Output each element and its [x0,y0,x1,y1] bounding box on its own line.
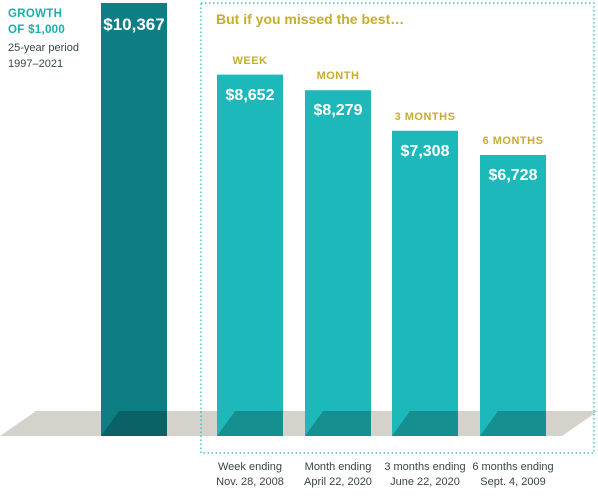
bar-value-label: $8,652 [225,86,275,104]
bar-period-label: Month ending April 22, 2020 [283,460,393,490]
bar-floor-shadow [101,411,167,436]
bar [480,154,546,436]
bar-category-label: WEEK [232,54,268,67]
bar-period-label-line1: Month ending [304,461,372,473]
missed-heading: But if you missed the best… [216,11,405,27]
side-title-line1: GROWTH [8,8,63,20]
missed-best-box-border [200,2,595,454]
bar-period-label-line2: June 22, 2020 [390,476,460,488]
bar-floor-shadow [392,411,458,436]
side-title: GROWTH OF $1,000 [8,6,100,38]
bar-period-label-line2: Sept. 4, 2009 [480,476,546,488]
bar-period-label: 3 months ending June 22, 2020 [370,460,480,490]
bar [101,3,167,436]
bar-period-label-line2: April 22, 2020 [304,476,372,488]
side-subtitle-line1: 25-year period [8,42,79,54]
bar-period-label-line1: 3 months ending [384,461,466,473]
bar [305,90,371,436]
bar-period-label-line1: 6 months ending [472,461,554,473]
bar-value-label: $8,279 [313,102,363,120]
bar-category-label: MONTH [316,70,360,83]
bar-period-label-line1: Week ending [217,461,282,473]
side-title-line2: OF $1,000 [8,24,66,36]
missed-best-box [200,2,595,454]
bar-floor-shadow [480,411,546,436]
bar-period-label: 6 months ending Sept. 4, 2009 [458,460,568,490]
bars [101,3,546,437]
bar-category-label: 3 MONTHS [394,110,456,123]
bar-period-label-line2: Nov. 28, 2008 [216,476,284,488]
side-subtitle: 25-year period 1997–2021 [8,40,100,72]
bar-value-label: $6,728 [488,166,538,184]
bar-period-label: Week ending Nov. 28, 2008 [195,460,305,490]
bar-floor-shadow [217,411,283,436]
bar-value-label: $7,308 [400,142,450,160]
side-subtitle-line2: 1997–2021 [8,58,64,70]
bar-category-label: 6 MONTHS [482,134,544,147]
bar [217,74,283,437]
bar [392,130,458,437]
bar-floor-shadow [305,411,371,436]
bar-value-label: $10,367 [103,15,165,34]
